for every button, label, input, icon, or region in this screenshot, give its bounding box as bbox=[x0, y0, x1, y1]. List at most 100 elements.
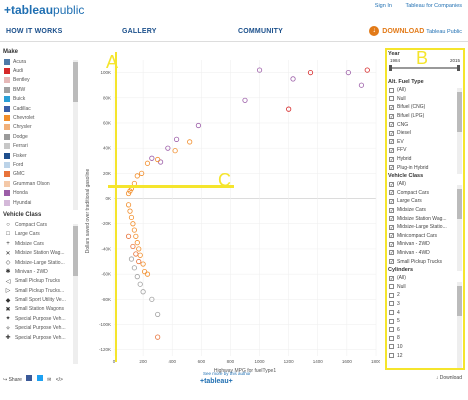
filter-option[interactable]: ✓ FFV bbox=[386, 146, 464, 155]
checkbox[interactable]: ✓ bbox=[389, 139, 394, 145]
vehicle-class-legend-item[interactable]: ◁ Small Pickup Trucks bbox=[0, 277, 78, 286]
make-legend-item[interactable]: Chevrolet bbox=[0, 113, 78, 122]
checkbox[interactable]: ✓ bbox=[389, 259, 394, 265]
filter-option[interactable]: ✓ Hybrid bbox=[386, 155, 464, 164]
make-legend-scrollbar[interactable] bbox=[73, 60, 78, 210]
make-legend-item[interactable]: Buick bbox=[0, 95, 78, 104]
checkbox[interactable] bbox=[389, 344, 394, 350]
make-legend-item[interactable]: Honda bbox=[0, 188, 78, 197]
checkbox[interactable] bbox=[389, 353, 394, 359]
twitter-icon[interactable] bbox=[36, 375, 43, 381]
filter-option[interactable]: Null bbox=[386, 282, 464, 291]
filter-option[interactable]: (All) bbox=[386, 86, 464, 95]
scatter-plot[interactable]: 100K 80K 60K 40K 20K 0K -20K -40K -60K -80K -100K -… bbox=[80, 46, 380, 376]
vehicle-class-legend-item[interactable]: ✚ Special Purpose Veh... bbox=[0, 333, 78, 342]
checkbox[interactable]: ✓ bbox=[389, 224, 394, 230]
vehicle-class-legend-scrollbar[interactable] bbox=[73, 224, 78, 364]
filter-option[interactable]: ✓ Midsize-Large Statio... bbox=[386, 223, 464, 232]
checkbox[interactable]: ✓ bbox=[389, 275, 394, 281]
checkbox[interactable] bbox=[389, 87, 394, 93]
year-slider[interactable]: 1984 2015 bbox=[386, 58, 464, 78]
filter-option[interactable]: ✓ (All) bbox=[386, 274, 464, 283]
checkbox[interactable]: ✓ bbox=[389, 250, 394, 256]
checkbox[interactable] bbox=[389, 292, 394, 298]
filter-option[interactable]: ✓ Compact Cars bbox=[386, 189, 464, 198]
make-legend-item[interactable]: Grumman Olson bbox=[0, 179, 78, 188]
vehicle-class-legend-item[interactable]: ○ Compact Cars bbox=[0, 220, 78, 229]
filter-option[interactable]: 8 bbox=[386, 334, 464, 343]
make-legend-item[interactable]: Audi bbox=[0, 66, 78, 75]
make-legend-item[interactable]: Hyundai bbox=[0, 198, 78, 207]
vehicle-class-legend-item[interactable]: ✦ Special Purpose Veh... bbox=[0, 314, 78, 323]
filter-option[interactable]: ✓ EV bbox=[386, 138, 464, 147]
checkbox[interactable] bbox=[389, 96, 394, 102]
make-legend-item[interactable]: Acura bbox=[0, 57, 78, 66]
filter-option[interactable]: ✓ Minicompact Cars bbox=[386, 232, 464, 241]
filter-option[interactable]: 10 bbox=[386, 343, 464, 352]
filter-option[interactable]: ✓ CNG bbox=[386, 120, 464, 129]
filter-option[interactable]: ✓ Minivan - 4WD bbox=[386, 249, 464, 258]
make-legend-item[interactable]: Dodge bbox=[0, 132, 78, 141]
filter-option[interactable]: 5 bbox=[386, 317, 464, 326]
make-legend-item[interactable]: Bentley bbox=[0, 76, 78, 85]
checkbox[interactable]: ✓ bbox=[389, 130, 394, 136]
checkbox[interactable]: ✓ bbox=[389, 241, 394, 247]
filter-option[interactable]: 2 bbox=[386, 291, 464, 300]
vehicle-class-legend-item[interactable]: ◆ Small Sport Utility Ve... bbox=[0, 295, 78, 304]
vehicle-class-legend-item[interactable]: ✖ Small Station Wagons bbox=[0, 305, 78, 314]
share-label[interactable]: Share bbox=[8, 377, 22, 383]
filter-option[interactable]: ✓ Large Cars bbox=[386, 197, 464, 206]
filter-option[interactable]: 6 bbox=[386, 325, 464, 334]
filter-option[interactable]: ✓ Small Pickup Trucks bbox=[386, 257, 464, 266]
checkbox[interactable]: ✓ bbox=[389, 104, 394, 110]
checkbox[interactable] bbox=[389, 327, 394, 333]
make-legend-item[interactable]: GMC bbox=[0, 170, 78, 179]
make-legend-item[interactable]: Cadillac bbox=[0, 104, 78, 113]
checkbox[interactable] bbox=[389, 310, 394, 316]
nav-how-it-works[interactable]: HOW IT WORKS bbox=[6, 28, 63, 35]
nav-community[interactable]: COMMUNITY bbox=[238, 28, 283, 35]
checkbox[interactable] bbox=[389, 284, 394, 290]
make-legend-item[interactable]: Ferrari bbox=[0, 142, 78, 151]
filter-option[interactable]: Null bbox=[386, 95, 464, 104]
make-legend-item[interactable]: Fisker bbox=[0, 151, 78, 160]
filter-option[interactable]: ✓ Minivan - 2WD bbox=[386, 240, 464, 249]
checkbox[interactable]: ✓ bbox=[389, 122, 394, 128]
vehicle-class-legend-item[interactable]: □ Large Cars bbox=[0, 230, 78, 239]
vehicle-class-legend-item[interactable]: + Midsize Cars bbox=[0, 239, 78, 248]
download-button[interactable]: ↓ DOWNLOAD Tableau Public bbox=[369, 26, 462, 36]
tableau-logo[interactable]: +tableaupublic bbox=[4, 3, 85, 17]
checkbox[interactable]: ✓ bbox=[389, 181, 394, 187]
filter-option[interactable]: 4 bbox=[386, 308, 464, 317]
filter-option[interactable]: ✓ Bifuel (CNG) bbox=[386, 103, 464, 112]
checkbox[interactable]: ✓ bbox=[389, 198, 394, 204]
vehicle-class-legend-item[interactable]: ▷ Small Pickup Trucks... bbox=[0, 286, 78, 295]
embed-icon[interactable]: </> bbox=[55, 377, 63, 383]
filter-option[interactable]: 12 bbox=[386, 351, 464, 360]
checkbox[interactable]: ✓ bbox=[389, 216, 394, 222]
filter-option[interactable]: ✓ (All) bbox=[386, 180, 464, 189]
cylinders-scrollbar[interactable] bbox=[457, 282, 462, 368]
year-slider-handle-min[interactable] bbox=[389, 65, 392, 71]
make-legend-item[interactable]: BMW bbox=[0, 85, 78, 94]
filter-option[interactable]: ✓ Diesel bbox=[386, 129, 464, 138]
checkbox[interactable] bbox=[389, 301, 394, 307]
sign-in-link[interactable]: Sign In bbox=[374, 3, 392, 9]
facebook-icon[interactable] bbox=[26, 375, 33, 381]
footer-tableau-logo[interactable]: +tableau+ bbox=[200, 378, 233, 385]
fuel-type-scrollbar[interactable] bbox=[457, 88, 462, 174]
vehicle-class-legend-item[interactable]: ◇ Midsize-Large Statio... bbox=[0, 258, 78, 267]
checkbox[interactable]: ✓ bbox=[389, 207, 394, 213]
vehicle-class-scrollbar[interactable] bbox=[457, 185, 462, 271]
vehicle-class-legend-item[interactable]: ✕ Midsize Station Wag... bbox=[0, 248, 78, 257]
tableau-for-companies-link[interactable]: Tableau for Companies bbox=[405, 3, 462, 9]
filter-option[interactable]: ✓ Midsize Cars bbox=[386, 206, 464, 215]
checkbox[interactable] bbox=[389, 318, 394, 324]
make-legend-item[interactable]: Ford bbox=[0, 160, 78, 169]
share-icon[interactable]: ↪ bbox=[3, 377, 8, 383]
checkbox[interactable]: ✓ bbox=[389, 113, 394, 119]
make-legend-item[interactable]: Chrysler bbox=[0, 123, 78, 132]
checkbox[interactable]: ✓ bbox=[389, 233, 394, 239]
checkbox[interactable]: ✓ bbox=[389, 190, 394, 196]
nav-gallery[interactable]: GALLERY bbox=[122, 28, 157, 35]
